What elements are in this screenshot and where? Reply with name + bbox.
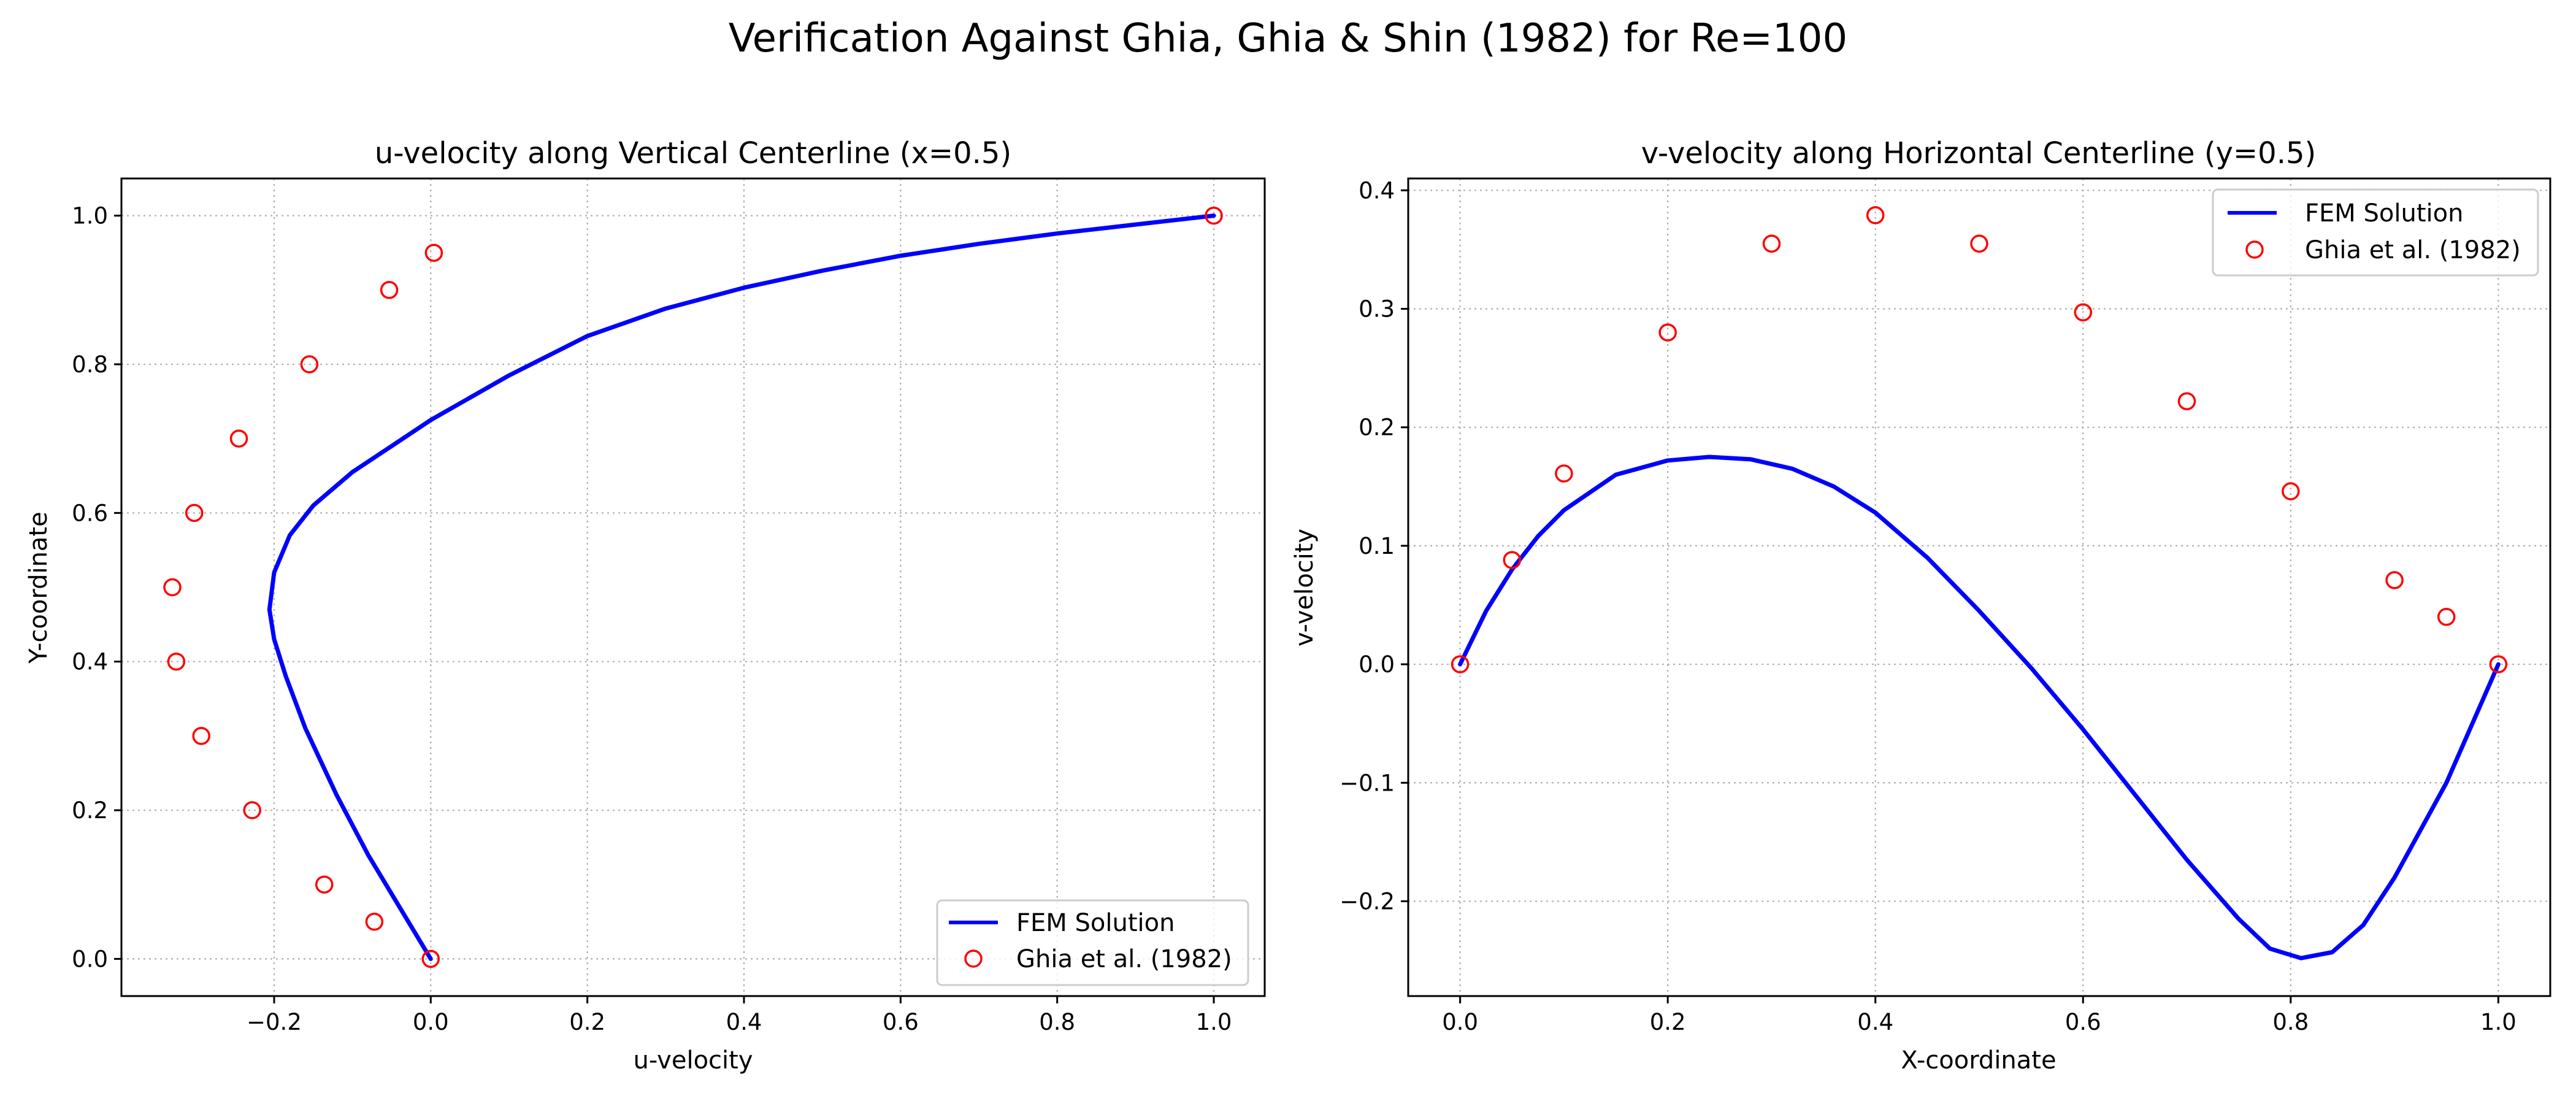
v-velocity-ghia-data-point [2282,482,2300,500]
u-velocity-axes-frame [120,177,1266,997]
u-velocity-x-axis-label: u-velocity [633,1046,753,1075]
u-velocity-ticks: −0.2 0.0 0.2 0.4 0.6 0.8 1.0 0.0 0.2 0.4 0.6 0.8 1.0 [72,203,1232,1035]
u-velocity-legend-ghia-label: Ghia et al. (1982) [1016,945,1232,973]
v-velocity-y-axis-label: v-velocity [1290,529,1319,646]
v-velocity-y-tick-label: 0.1 [1359,533,1395,559]
v-velocity-y-tick-label: 0.4 [1359,177,1395,204]
v-velocity-ghia-data-point [1762,234,1781,253]
v-velocity-grid [1408,178,2550,996]
u-velocity-x-tick-label: 0.8 [1039,1009,1075,1035]
u-velocity-ghia-data-point [185,504,204,523]
v-velocity-ghia-data-point [1658,323,1677,342]
v-velocity-marks [1451,206,2508,960]
v-velocity-axes-frame [1407,177,2551,997]
v-velocity-ghia-data-point [1503,551,1522,569]
v-velocity-y-tick-label: −0.2 [1340,888,1395,914]
u-velocity-y-tick-label: 0.8 [72,351,108,378]
u-velocity-ghia-data-point [167,652,186,671]
u-velocity-ghia-data-point [243,801,261,819]
u-velocity-ghia-data-point [192,727,210,745]
v-velocity-legend-ghia-swatch [2245,240,2264,259]
u-velocity-legend-fem-label: FEM Solution [1016,909,1175,937]
v-velocity-ghia-data-point [2437,608,2456,626]
u-velocity-legend: FEM Solution Ghia et al. (1982) [936,899,1249,986]
u-velocity-ghia-data-point [315,875,334,894]
v-velocity-x-tick-label: 0.8 [2272,1009,2309,1035]
v-velocity-y-tick-label: 0.2 [1359,415,1395,441]
v-velocity-y-tick-label: 0.0 [1359,651,1395,678]
v-velocity-ghia-data-point [1970,234,1988,253]
u-velocity-x-tick-label: 0.0 [413,1009,449,1035]
figure-suptitle: Verification Against Ghia, Ghia & Shin (… [729,16,1847,61]
v-velocity-x-tick-label: 0.2 [1650,1009,1686,1035]
u-velocity-y-tick-label: 0.4 [72,649,108,675]
u-velocity-panel-title: u-velocity along Vertical Centerline (x=… [375,136,1011,171]
v-velocity-ghia-data-point [1451,655,1470,673]
v-velocity-ghia-data-point [1866,206,1885,224]
u-velocity-ghia-data-point [229,429,248,448]
u-velocity-y-axis-label: Y-coordinate [25,512,53,664]
u-velocity-ghia-data-point [163,578,182,597]
v-velocity-legend: FEM Solution Ghia et al. (1982) [2212,188,2539,277]
v-velocity-x-tick-label: 1.0 [2480,1009,2517,1035]
v-velocity-ghia-data-point [1555,464,1573,483]
u-velocity-ghia-data-point [380,281,399,299]
v-velocity-ticks: 0.0 0.2 0.4 0.6 0.8 1.0 −0.2 −0.1 0.0 0.1 0.2 0.3 0.… [1340,177,2517,1035]
u-velocity-y-tick-label: 0.0 [72,946,108,972]
u-velocity-ghia-data-point [365,913,384,931]
u-velocity-x-tick-label: −0.2 [247,1009,302,1035]
u-velocity-legend-box [936,899,1249,986]
v-velocity-x-tick-label: 0.6 [2065,1009,2101,1035]
u-velocity-x-tick-label: 0.6 [883,1009,919,1035]
u-velocity-x-tick-label: 0.2 [569,1009,605,1035]
u-velocity-y-tick-label: 1.0 [72,203,108,229]
v-velocity-ghia-data-point [2385,571,2404,589]
u-velocity-ghia-data-point [421,949,440,968]
v-velocity-y-tick-label: −0.1 [1340,770,1395,796]
u-velocity-x-tick-label: 0.4 [726,1009,762,1035]
u-velocity-ghia-data-point [1205,206,1223,225]
u-velocity-fem-solution-line [267,213,1216,961]
v-velocity-y-tick-label: 0.3 [1359,296,1395,323]
v-velocity-legend-ghia-label: Ghia et al. (1982) [2305,236,2521,264]
u-velocity-y-tick-label: 0.2 [72,797,108,824]
v-velocity-panel-title: v-velocity along Horizontal Centerline (… [1641,136,2316,171]
v-velocity-ghia-data-point [2074,303,2093,322]
v-velocity-legend-fem-label: FEM Solution [2305,199,2463,228]
v-velocity-x-tick-label: 0.0 [1442,1009,1478,1035]
u-velocity-ghia-data-point [424,243,443,262]
u-velocity-panel: u-velocity along Vertical Centerline (x=… [25,136,1266,1075]
v-velocity-ghia-data-point [2177,392,2196,410]
u-velocity-y-tick-label: 0.6 [72,500,108,526]
v-velocity-ghia-data-point [2489,655,2508,673]
v-velocity-x-tick-label: 0.4 [1857,1009,1893,1035]
u-velocity-marks [163,206,1223,968]
v-velocity-fem-solution-line [1458,454,2501,960]
v-velocity-legend-box [2212,188,2539,277]
v-velocity-x-axis-label: X-coordinate [1901,1046,2056,1075]
u-velocity-ghia-data-point [300,355,319,374]
u-velocity-legend-ghia-swatch [964,949,983,968]
v-velocity-panel: v-velocity along Horizontal Centerline (… [1290,136,2551,1075]
u-velocity-x-tick-label: 1.0 [1196,1009,1232,1035]
